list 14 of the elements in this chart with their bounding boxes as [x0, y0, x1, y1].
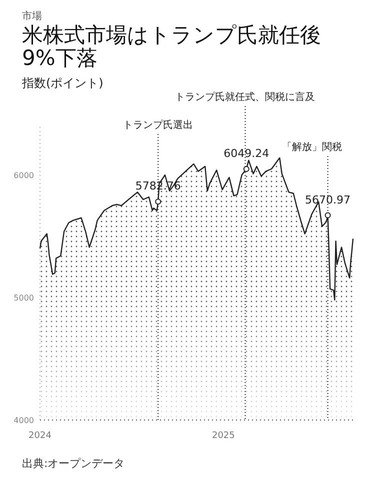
x-tick-label: 2024	[28, 431, 52, 441]
text: 市場	[22, 10, 42, 23]
y-tick-label: 5000	[14, 294, 34, 302]
ref-line-label: 「解放」関税	[282, 141, 342, 153]
chart-title: 米株式市場はトランプ氏就任後9%下落	[22, 23, 322, 70]
annotation-label: 5670.97	[305, 193, 351, 206]
source-note: 出典:オープンデータ	[22, 456, 125, 471]
chart-subtitle: 指数(ポイント)	[22, 75, 104, 92]
y-tick-label: 6000	[14, 171, 34, 180]
ref-line-label: トランプ氏就任式、関税に言及	[175, 91, 316, 103]
x-tick-label: 2025	[212, 431, 235, 441]
y-tick-label: 4000	[14, 416, 34, 425]
annotation-label: 6049.24	[224, 146, 270, 160]
ref-line-label: トランプ氏選出	[123, 119, 194, 131]
